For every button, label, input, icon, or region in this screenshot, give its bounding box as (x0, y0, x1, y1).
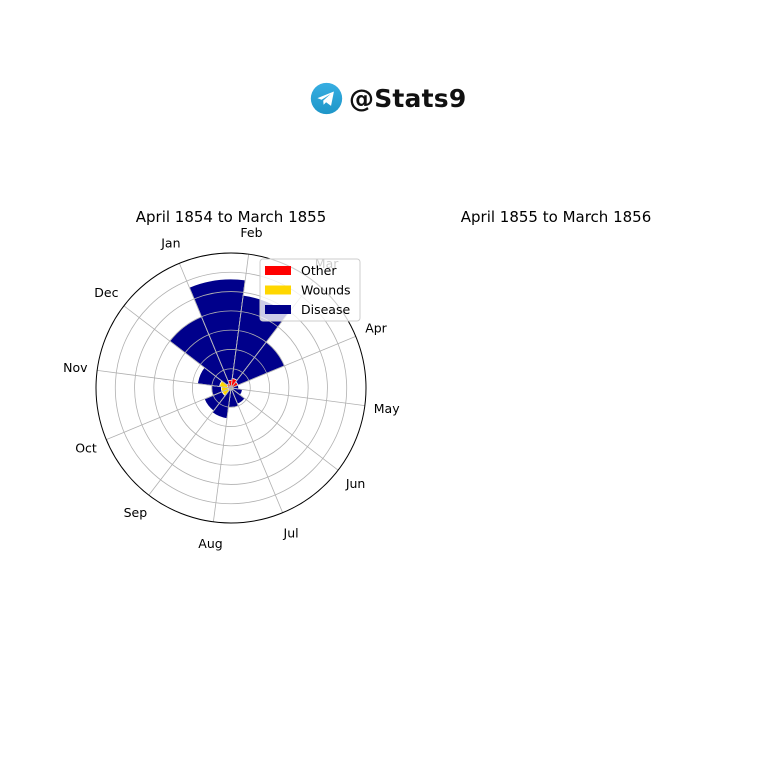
grid-circle (211, 368, 251, 408)
legend-swatch-wounds (265, 285, 291, 295)
grid-spoke (230, 335, 356, 389)
month-label-aug: Aug (198, 536, 222, 551)
grid-circle (192, 349, 270, 427)
month-labels: AprMayJunJulAugSepOctNovDecJanFebMar (63, 225, 400, 551)
watermark: @Stats9 (310, 80, 466, 116)
month-label-dec: Dec (94, 285, 118, 300)
radial-grid (97, 254, 365, 522)
grid-spoke (212, 387, 232, 522)
chart-title: April 1854 to March 1855AprMayJunJulAugS… (136, 208, 327, 226)
grid-spoke (148, 387, 232, 496)
month-label-apr: Apr (365, 320, 387, 335)
grid-spoke (230, 387, 284, 513)
grid-spoke (97, 369, 232, 389)
month-label-jun: Jun (345, 476, 366, 491)
month-label-feb: Feb (240, 225, 262, 240)
chart-2: April 1855 to March 1856 (461, 208, 652, 226)
grid-circle (114, 271, 348, 505)
grid-spoke (230, 387, 339, 471)
month-label-jan: Jan (160, 236, 180, 251)
month-label-may: May (374, 401, 400, 416)
legend-label-other: Other (301, 263, 337, 278)
legend: Other Wounds Disease (259, 258, 361, 322)
legend-swatch-other (265, 266, 291, 275)
legend-swatch-disease (265, 305, 291, 314)
grid-spoke (178, 263, 232, 389)
grid-spoke (230, 254, 250, 389)
legend-label-wounds: Wounds (301, 283, 351, 298)
grid-spoke (230, 387, 365, 407)
month-label-jul: Jul (283, 526, 299, 541)
grid-circle (172, 329, 290, 447)
polar-frame (95, 252, 367, 524)
month-label-nov: Nov (63, 360, 88, 375)
watermark-handle: @Stats9 (349, 83, 467, 113)
month-label-sep: Sep (124, 505, 148, 520)
telegram-icon (310, 82, 343, 114)
grid-circle (134, 291, 328, 485)
month-label-oct: Oct (75, 441, 97, 456)
chart-1: April 1854 to March 1855 AprMayJunJulAugS… (63, 208, 400, 551)
grid-spoke (106, 387, 232, 441)
chart-title: April 1855 to March 1856 (461, 208, 652, 226)
legend-label-disease: Disease (301, 302, 350, 317)
grid-circle (153, 310, 309, 466)
grid-spoke (123, 305, 232, 389)
